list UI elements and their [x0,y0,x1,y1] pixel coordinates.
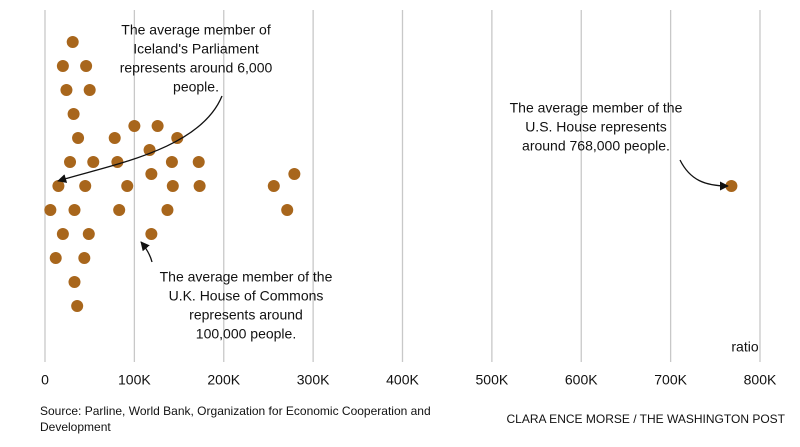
point [64,156,77,168]
annotation: Iceland's Parliament [133,41,259,57]
annotation-arrow [57,95,223,183]
point [66,36,79,48]
annotation: people. [173,79,219,95]
x-tick-label: 500K [476,372,509,388]
point [87,156,100,168]
point [111,156,124,168]
point [78,252,91,264]
point [60,84,73,96]
annotation: The average member of the [160,269,333,285]
annotation: 100,000 people. [196,326,296,342]
point [143,144,156,156]
point [68,276,81,288]
point [165,156,178,168]
x-tick-label: 300K [297,372,330,388]
point [267,180,280,192]
point [68,204,81,216]
source: Source: Parline, World Bank, Organizatio… [40,404,431,418]
annotation-arrow [679,159,729,191]
annotation: represents around [189,307,303,323]
annotation: represents around 6,000 [120,60,273,76]
x-tick-label: 0 [41,372,49,388]
annotation: The average member of [121,22,271,38]
annotation: around 768,000 people. [522,138,670,154]
point [71,300,84,312]
point [67,108,80,120]
x-tick-label: 800K [744,372,777,388]
point [83,84,96,96]
point [128,120,141,132]
annotation: U.K. House of Commons [169,288,324,304]
point [79,180,92,192]
point [171,132,184,144]
annotation: The average member of the [510,100,683,116]
point [56,60,69,72]
point [145,228,158,240]
x-tick-label: 700K [654,372,687,388]
point [166,180,179,192]
x-tick-label: 100K [118,372,151,388]
point [44,204,57,216]
annotation-arrow [140,241,153,263]
point [113,204,126,216]
point [52,180,65,192]
x-tick-label: 200K [207,372,240,388]
x-axis-label: ratio [731,339,758,355]
point [80,60,93,72]
x-tick-label: 400K [386,372,419,388]
point [145,168,158,180]
credit: CLARA ENCE MORSE / THE WASHINGTON POST [507,412,786,426]
x-tick-label: 600K [565,372,598,388]
point [72,132,85,144]
source: Development [40,420,111,434]
point [82,228,95,240]
point [161,204,174,216]
point [193,180,206,192]
point [108,132,121,144]
point [192,156,205,168]
point [56,228,69,240]
point [288,168,301,180]
point [49,252,62,264]
point [151,120,164,132]
point [281,204,294,216]
point [121,180,134,192]
annotation: U.S. House represents [525,119,667,135]
